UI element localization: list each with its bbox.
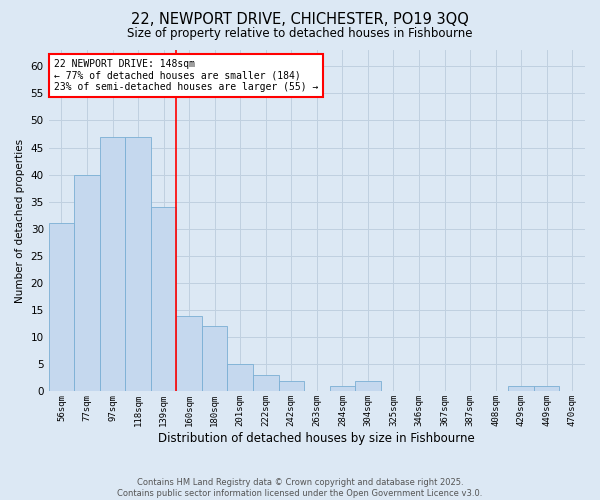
Bar [100,136,125,392]
Text: Size of property relative to detached houses in Fishbourne: Size of property relative to detached ho… [127,28,473,40]
Bar [151,207,176,392]
Bar [534,386,559,392]
Bar [125,136,151,392]
Bar [253,375,278,392]
Bar [49,224,74,392]
Bar [202,326,227,392]
Bar [74,174,100,392]
Bar [176,316,202,392]
X-axis label: Distribution of detached houses by size in Fishbourne: Distribution of detached houses by size … [158,432,475,445]
Y-axis label: Number of detached properties: Number of detached properties [15,138,25,303]
Bar [329,386,355,392]
Text: 22 NEWPORT DRIVE: 148sqm
← 77% of detached houses are smaller (184)
23% of semi-: 22 NEWPORT DRIVE: 148sqm ← 77% of detach… [54,58,319,92]
Text: 22, NEWPORT DRIVE, CHICHESTER, PO19 3QQ: 22, NEWPORT DRIVE, CHICHESTER, PO19 3QQ [131,12,469,28]
Text: Contains HM Land Registry data © Crown copyright and database right 2025.
Contai: Contains HM Land Registry data © Crown c… [118,478,482,498]
Bar [278,380,304,392]
Bar [508,386,534,392]
Bar [227,364,253,392]
Bar [355,380,380,392]
